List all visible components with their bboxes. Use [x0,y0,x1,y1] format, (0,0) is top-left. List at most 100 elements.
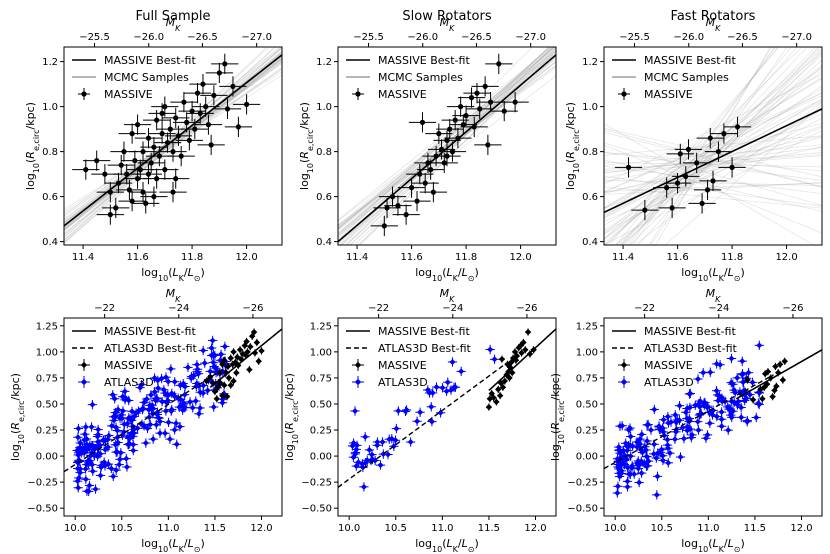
massive-point [151,144,157,150]
massive-point [512,99,518,105]
massive-point [219,361,226,368]
massive-point [381,223,387,229]
y-tick-label: 0.6 [582,192,598,203]
atlas3d-point [173,441,180,448]
atlas3d-point [108,422,115,429]
top-tick-label: −26 [782,303,803,314]
legend-label: ATLAS3D [378,376,428,389]
axes-frame [603,317,823,517]
massive-point [495,386,502,393]
massive-point [775,369,782,376]
atlas3d-point [193,361,200,368]
top-tick-label: −27.0 [781,32,812,43]
plot-area [604,340,822,500]
mcmc-sample-line [604,186,822,209]
atlas3d-point [165,378,172,385]
y-tick-label: 1.0 [42,102,58,113]
mcmc-sample-line [604,162,822,168]
mcmc-sample-line [604,154,822,170]
top-tick-label: −26.0 [133,32,164,43]
massive-point [145,135,152,141]
massive-point [151,194,157,200]
x-tick-label: 12.0 [775,252,797,263]
atlas3d-point [713,360,720,367]
massive-point [715,149,722,155]
atlas3d-point [353,442,360,449]
massive-point [181,99,187,105]
atlas3d-point [154,395,161,402]
atlas3d-point [695,427,702,434]
y-tick-label: 1.00 [576,347,598,358]
atlas3d-point [114,448,121,455]
x-tick-label: 12.0 [509,252,531,263]
atlas3d-point [353,463,360,470]
atlas3d-point [756,401,763,408]
mcmc-sample-line [604,85,822,240]
massive-point [216,369,223,376]
atlas3d-point [218,299,224,305]
mcmc-sample-line [615,47,779,245]
atlas3d-point [624,483,631,490]
atlas3d-point [672,411,679,418]
massive-point [419,119,426,125]
massive-point [734,124,741,130]
atlas3d-point [360,483,367,490]
massive-point [428,167,434,173]
legend: MASSIVE Best-fit ATLAS3D Best-fit MASSIVE A… [72,325,197,389]
chart-title: Slow Rotators [402,9,491,24]
plot-area [64,47,282,244]
massive-point [137,167,143,173]
atlas3d-point [115,406,122,413]
atlas3d-point [171,378,178,385]
massive-point [184,119,190,125]
y-tick-label: 0.00 [36,452,58,463]
top-tick-label: −25.5 [619,32,650,43]
massive-bestfit-line [735,349,822,400]
x-axis-label: log10(LK/L⊙) [141,537,205,554]
atlas3d-point [94,438,101,445]
atlas3d-point [119,393,126,400]
atlas3d-point [83,488,90,495]
atlas3d-point [734,374,741,381]
legend-marker [80,361,88,369]
mcmc-sample-line [604,151,822,181]
massive-bestfit-line [338,54,556,243]
x-tick-label: 12.0 [235,252,257,263]
atlas3d-point [97,472,104,479]
y-tick-label: 1.2 [316,57,332,68]
massive-point [230,348,237,356]
atlas3d-point [210,404,217,411]
atlas3d-point [75,425,82,432]
atlas3d-point [686,404,693,411]
mcmc-sample-line [604,51,822,235]
mcmc-sample-line [604,129,822,188]
atlas3d-point [622,440,629,447]
atlas3d-point [121,388,128,395]
mcmc-sample-line [64,47,268,242]
y-axis-label: log10(Re,circ/kpc) [283,373,300,461]
top-axis-label: MK [440,287,456,304]
atlas3d-point [124,434,131,441]
massive-point [460,122,466,128]
atlas3d-point [187,398,194,405]
massive-point [625,164,632,170]
massive-point [518,349,525,357]
massive-point [173,176,179,182]
massive-point [159,131,165,137]
massive-point [498,355,506,363]
massive-point [224,106,231,112]
x-tick-label: 11.5 [744,523,766,534]
atlas3d-point [627,433,634,440]
atlas3d-point [162,430,169,437]
atlas3d-point [624,478,631,485]
atlas3d-point [665,419,672,426]
mcmc-sample-line [626,47,792,245]
atlas3d-point [444,379,451,386]
massive-point [447,126,453,132]
mcmc-sample-line [604,70,822,240]
atlas3d-series [347,344,500,492]
top-tick-label: −22 [94,303,115,314]
massive-point [773,383,780,390]
atlas3d-point [639,449,646,456]
mcmc-sample-line [629,51,822,245]
